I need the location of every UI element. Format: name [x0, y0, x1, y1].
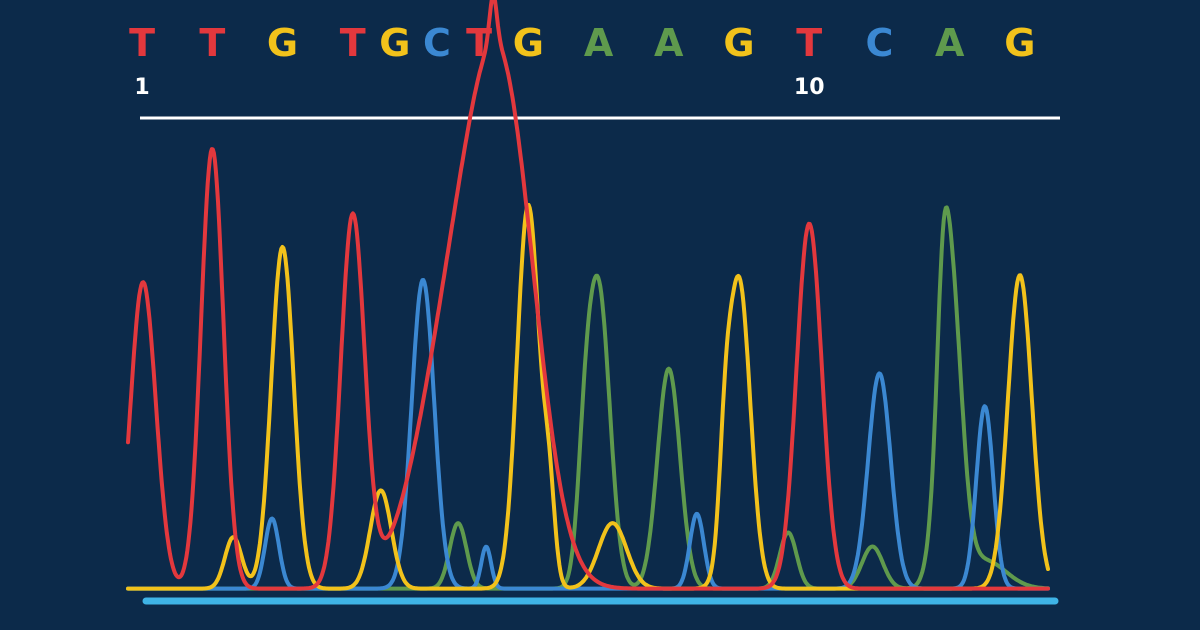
base-call-9: A [584, 21, 614, 65]
trace-C [126, 278, 1050, 591]
trace-layer [126, 0, 1050, 591]
base-call-3: G [267, 21, 298, 65]
base-call-14: A [935, 21, 965, 65]
base-call-15: G [1004, 21, 1035, 65]
trace-T [126, 0, 1050, 591]
base-call-10: A [654, 21, 684, 65]
base-call-2: T [199, 21, 225, 65]
base-call-6: C [423, 21, 451, 65]
base-call-11: G [723, 21, 754, 65]
base-call-4: T [340, 21, 366, 65]
position-label-10: 10 [794, 75, 825, 100]
position-labels: 1 10 [134, 75, 824, 100]
base-call-8: G [513, 21, 544, 65]
base-call-13: C [866, 21, 894, 65]
position-label-1: 1 [134, 75, 149, 100]
base-call-1: T [129, 21, 155, 65]
base-call-12: T [796, 21, 822, 65]
base-call-5: G [379, 21, 410, 65]
